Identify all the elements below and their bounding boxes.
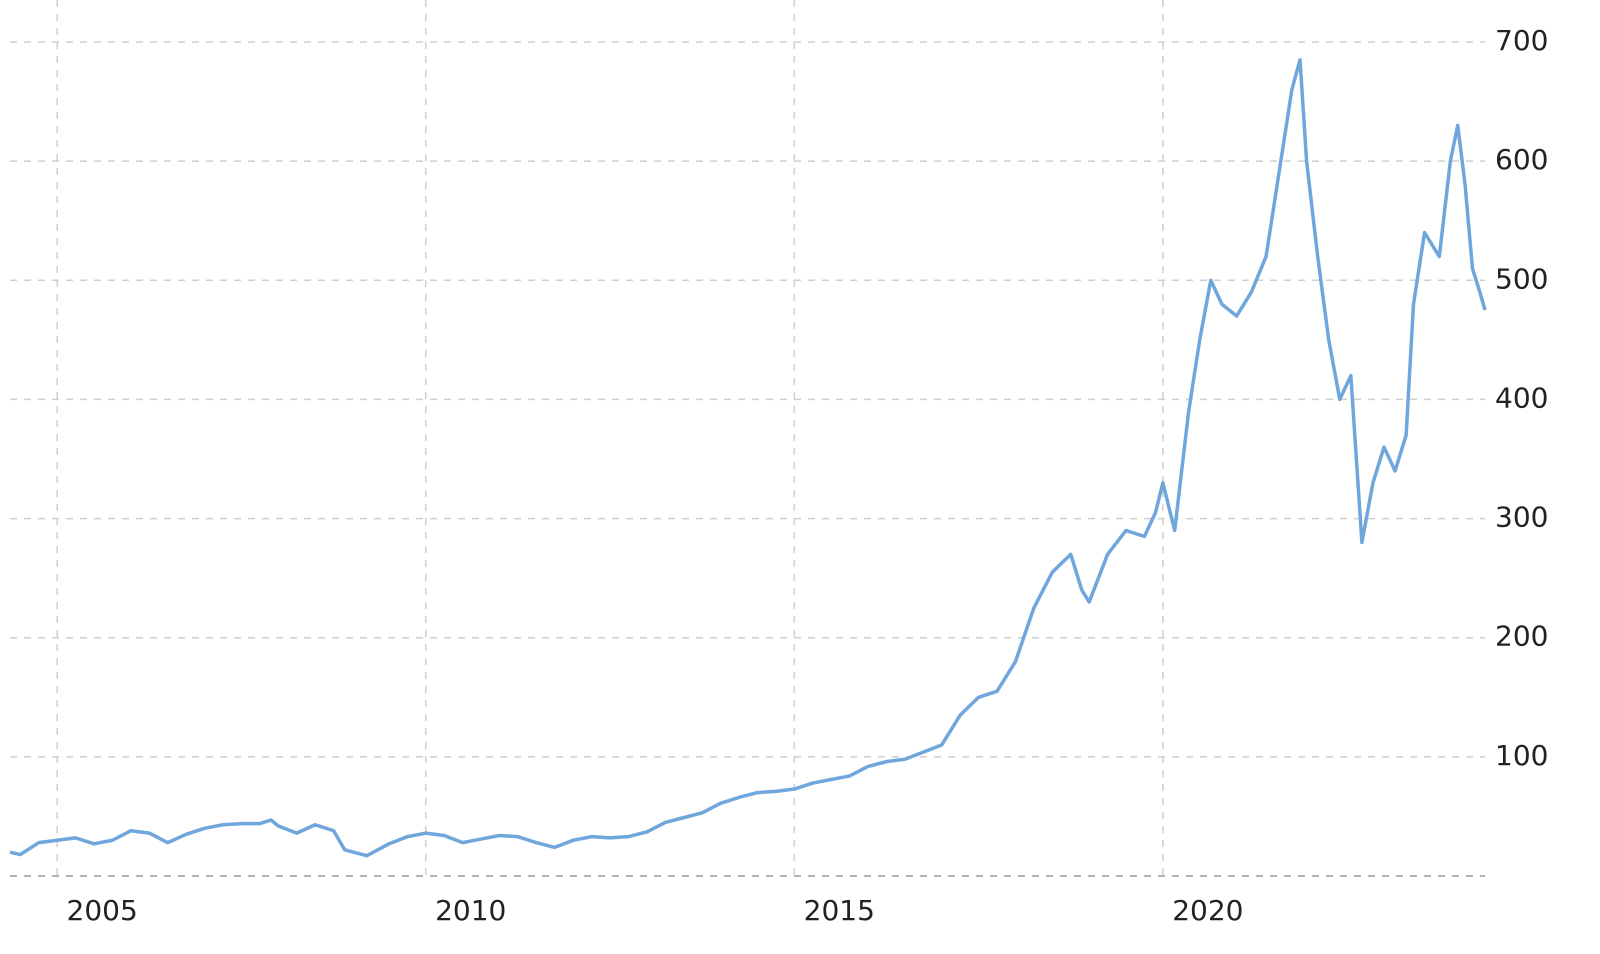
x-tick-label: 2020 [1172,894,1243,927]
x-tick-label: 2010 [435,894,506,927]
y-tick-label: 600 [1495,143,1548,176]
price-line [9,58,1487,858]
x-tick-label: 2015 [804,894,875,927]
y-tick-label: 400 [1495,381,1548,414]
x-tick-label: 2005 [67,894,138,927]
y-tick-label: 100 [1495,739,1548,772]
y-tick-label: 300 [1495,501,1548,534]
y-tick-label: 200 [1495,620,1548,653]
y-tick-label: 700 [1495,24,1548,57]
y-tick-label: 500 [1495,262,1548,295]
